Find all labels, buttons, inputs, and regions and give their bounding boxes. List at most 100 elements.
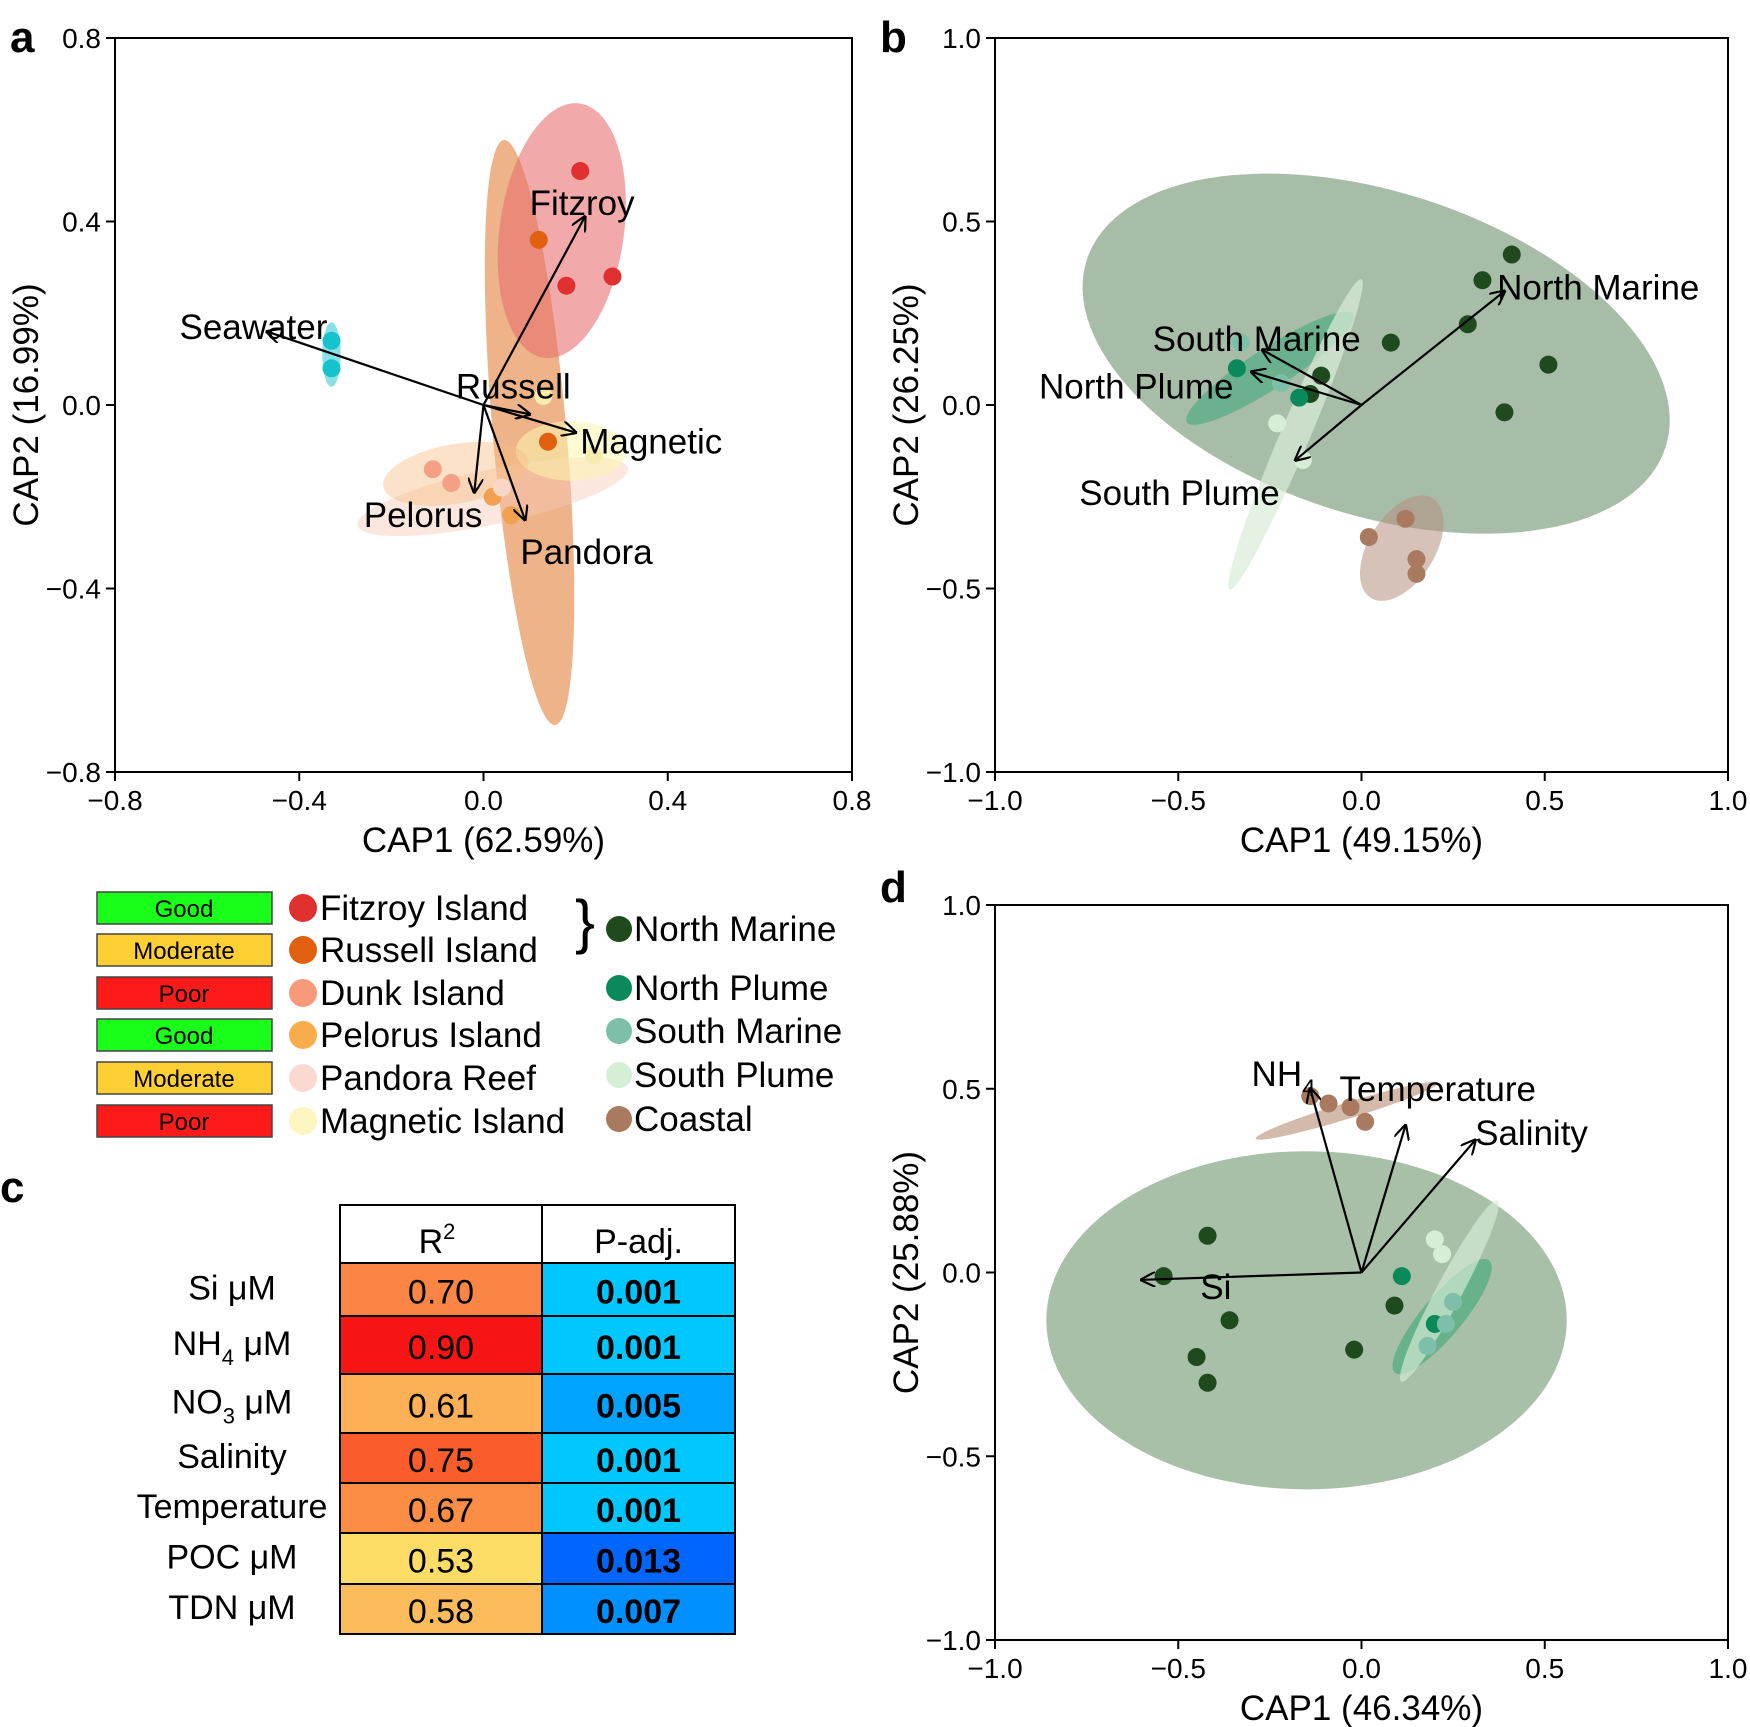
- vector-arrow-a-magnetic: [483, 403, 576, 433]
- point-b-north-marine-2: [1458, 315, 1477, 334]
- table-row-label-main-6: TDN μM: [168, 1589, 295, 1627]
- confidence-ellipse-d-2: [1399, 1200, 1499, 1382]
- point-a-russell-island-1: [538, 432, 557, 451]
- point-b-coastal-3: [1359, 528, 1378, 547]
- point-a-dunk-island-0: [423, 460, 442, 479]
- table-p-cell-6: [541, 1583, 736, 1635]
- y-tick-label-d-1: −0.5: [926, 1441, 981, 1472]
- stats-table: R2 P-adj. 0.70 0.001 Si μM 0.90 0.001 NH4 μM 0.6…: [137, 1204, 736, 1635]
- x-tick-label-d-1: −0.5: [1151, 1653, 1206, 1684]
- point-d-north-marine-1: [1154, 1267, 1173, 1286]
- x-tick-label-d-4: 1.0: [1709, 1653, 1748, 1684]
- table-row-label-1: NH4 μM: [173, 1325, 292, 1370]
- point-d-south-plume-0: [1433, 1245, 1452, 1264]
- y-axis-label-a: CAP2 (16.99%): [7, 283, 46, 526]
- legend-label-russell-island: Russell Island: [320, 931, 538, 970]
- legend-status-good-3: [96, 1018, 273, 1052]
- y-tick-label-a-1: −0.4: [46, 574, 101, 605]
- point-a-magnetic-island-1: [534, 386, 553, 405]
- point-d-north-marine-6: [1345, 1340, 1364, 1359]
- y-tick-label-d-0: −1.0: [926, 1625, 981, 1656]
- vector-arrow-a-seawater: [267, 332, 484, 407]
- confidence-ellipse-b-2: [1228, 279, 1363, 590]
- y-tick-label-b-3: 0.5: [942, 207, 981, 238]
- table-r2-cell-2: [339, 1373, 543, 1434]
- point-d-north-marine-3: [1187, 1348, 1206, 1367]
- legend-status-poor-5: [96, 1104, 273, 1138]
- table-p-value-4: 0.001: [596, 1492, 681, 1530]
- point-a-pelorus-island-1: [502, 506, 521, 525]
- table-p-value-0: 0.001: [596, 1274, 681, 1312]
- vector-label-d-si: Si: [1200, 1268, 1231, 1307]
- point-d-north-marine-5: [1385, 1296, 1404, 1315]
- table-row-label-main-5: POC μM: [166, 1539, 297, 1577]
- x-tick-label-b-3: 0.5: [1525, 785, 1564, 816]
- legend: Good Moderate Poor Good Moderate Poor Fitzroy …: [96, 888, 842, 1141]
- point-d-south-marine-1: [1436, 1314, 1455, 1333]
- vector-label-a-pelorus: Pelorus: [364, 496, 483, 535]
- x-tick-label-b-1: −0.5: [1151, 785, 1206, 816]
- table-p-cell-2: [541, 1373, 736, 1434]
- vector-label-d-nh: NH4: [1252, 1055, 1316, 1102]
- table-p-cell-3: [541, 1432, 736, 1484]
- x-axis-label-d: CAP1 (46.34%): [1240, 1689, 1483, 1727]
- table-row-label-tail-2: μM: [235, 1384, 292, 1422]
- point-d-north-marine-4: [1198, 1373, 1217, 1392]
- point-a-russell-island-0: [529, 230, 548, 249]
- legend-marker-fitzroy-island: [289, 894, 317, 922]
- legend-marker-north-marine: [606, 916, 632, 942]
- y-tick-label-b-1: −0.5: [926, 574, 981, 605]
- x-tick-label-a-3: 0.4: [648, 785, 687, 816]
- table-row-label-sub-1: 4: [222, 1345, 234, 1370]
- vector-label-b-south-plume: South Plume: [1079, 474, 1279, 513]
- vector-arrow-b-south-plume: [1296, 404, 1363, 460]
- table-row-label-sub-2: 3: [223, 1404, 235, 1429]
- plot-panel-d: Si NH4 Temperature Salinity −1.0 −0.5 0.0 0.5 1.…: [887, 890, 1747, 1727]
- vector-arrow-d-nh: [1310, 1089, 1363, 1273]
- y-tick-label-d-3: 0.5: [942, 1074, 981, 1105]
- legend-status-poor-2: [96, 976, 273, 1010]
- vector-label-b-north-marine: North Marine: [1497, 269, 1699, 308]
- vector-label-d-salinity: Salinity: [1475, 1114, 1588, 1153]
- table-row-label-main-4: Temperature: [137, 1488, 328, 1526]
- vector-label-a-magnetic: Magnetic: [580, 423, 722, 462]
- table-row-label-6: TDN μM: [168, 1589, 295, 1627]
- x-tick-label-d-3: 0.5: [1525, 1653, 1564, 1684]
- legend-status-label-2: Poor: [159, 981, 210, 1008]
- legend-status-label-0: Good: [155, 896, 214, 923]
- table-row-label-5: POC μM: [166, 1539, 297, 1577]
- table-r2-value-0: 0.70: [408, 1274, 474, 1312]
- legend-marker-south-plume: [606, 1062, 632, 1088]
- table-r2-cell-5: [339, 1532, 543, 1585]
- y-tick-label-a-3: 0.4: [62, 207, 101, 238]
- point-b-north-marine-1: [1473, 271, 1492, 290]
- table-r2-value-6: 0.58: [408, 1593, 474, 1631]
- table-r2-cell-3: [339, 1432, 543, 1484]
- table-r2-cell-0: [339, 1262, 543, 1317]
- panel-label-c: c: [0, 1163, 24, 1212]
- vector-label-a-seawater: Seawater: [179, 308, 327, 347]
- table-p-cell-5: [541, 1532, 736, 1585]
- table-row-label-4: Temperature: [137, 1488, 328, 1526]
- legend-brace: }: [575, 888, 595, 955]
- table-row-label-tail-1: μM: [234, 1325, 291, 1363]
- point-d-coastal-2: [1341, 1098, 1360, 1117]
- point-b-north-plume-0: [1290, 388, 1309, 407]
- point-a-dunk-island-1: [442, 473, 461, 492]
- vector-arrow-d-temperature: [1360, 1126, 1406, 1273]
- legend-label-north-marine: North Marine: [634, 910, 836, 949]
- vector-arrow-b-north-marine: [1360, 291, 1505, 406]
- point-a-fitzroy-island-2: [557, 276, 576, 295]
- legend-status-label-3: Good: [155, 1023, 214, 1050]
- table-r2-value-1: 0.90: [408, 1329, 474, 1367]
- table-r2-cell-6: [339, 1583, 543, 1635]
- table-p-value-5: 0.013: [596, 1543, 681, 1581]
- x-axis-label-a: CAP1 (62.59%): [362, 821, 605, 860]
- table-row-label-main-2: NO: [172, 1384, 223, 1422]
- point-a-seawater-0: [322, 331, 341, 350]
- confidence-ellipse-b-0: [1082, 173, 1670, 534]
- x-tick-label-d-0: −1.0: [967, 1653, 1022, 1684]
- x-axis-label-b: CAP1 (49.15%): [1240, 821, 1483, 860]
- legend-status-label-1: Moderate: [133, 938, 234, 965]
- legend-label-south-plume: South Plume: [634, 1056, 834, 1095]
